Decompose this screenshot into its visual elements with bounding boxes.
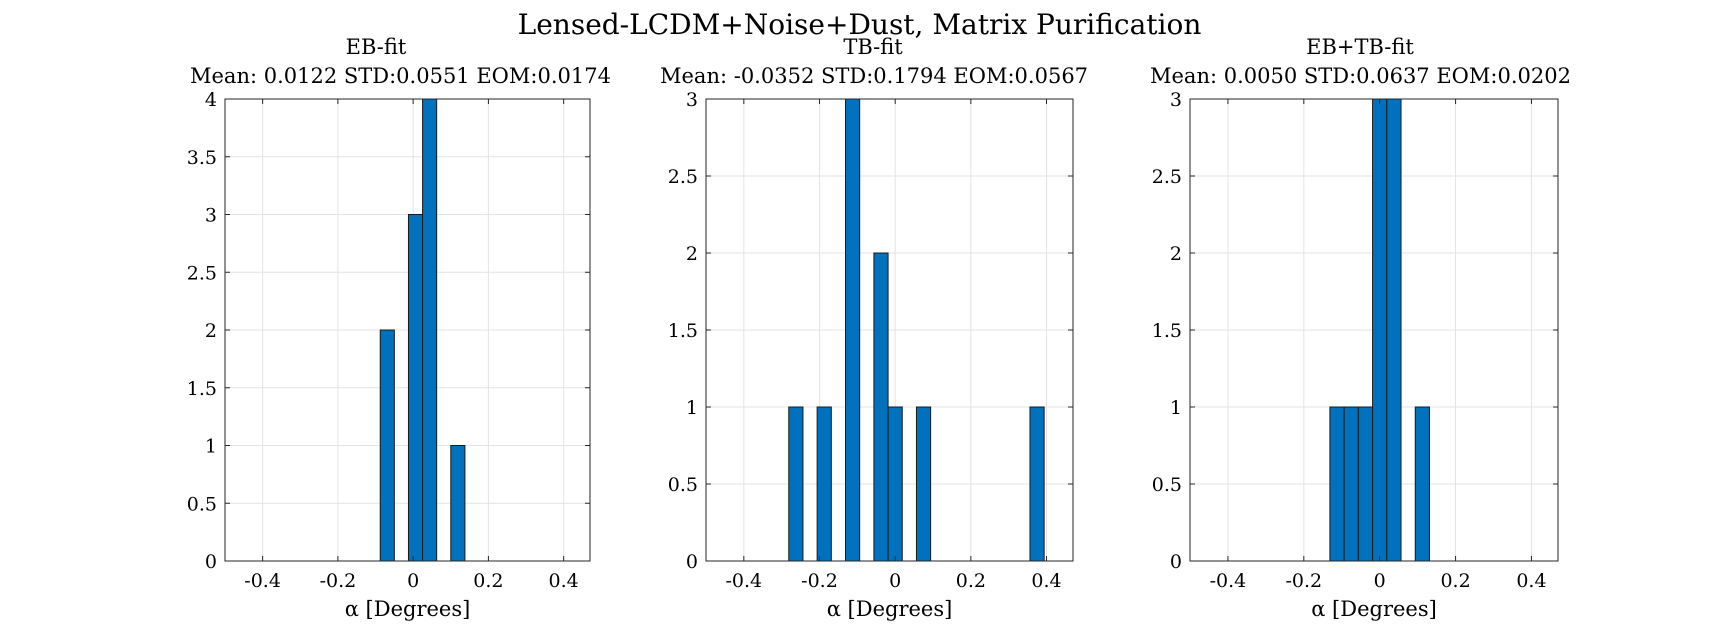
panel-3: -0.4 -0.2 0 0.2 0.4 0 0.5 1 1.5 2 2.5 3 α [Degrees] bbox=[1152, 89, 1559, 621]
figure-title: Lensed-LCDM+Noise+Dust, Matrix Purificat… bbox=[517, 8, 1202, 41]
histogram-bar bbox=[379, 329, 395, 562]
y-tick-label: 2.5 bbox=[1152, 166, 1182, 188]
x-tick-label: 0 bbox=[407, 570, 419, 592]
histogram-bar bbox=[845, 98, 861, 562]
x-tick-label: -0.2 bbox=[320, 570, 357, 592]
y-tick-label: 0.5 bbox=[668, 474, 698, 496]
y-tick-label: 2 bbox=[1170, 243, 1182, 265]
histogram-bar bbox=[788, 406, 804, 562]
x-tick-label: 0 bbox=[889, 570, 901, 592]
panel-3-stats: Mean: 0.0050 STD:0.0637 EOM:0.0202 bbox=[1150, 64, 1571, 88]
panel-1: -0.4 -0.2 0 0.2 0.4 0 0.5 1 1.5 2 2.5 3 3.5 4 α [Degre… bbox=[187, 89, 591, 621]
y-tick-label: 4 bbox=[205, 89, 217, 111]
x-tick-label: 0.4 bbox=[549, 570, 579, 592]
y-tick-label: 1 bbox=[1170, 397, 1182, 419]
panel-2-title: TB-fit bbox=[843, 35, 903, 59]
y-tick-label: 1.5 bbox=[187, 378, 217, 400]
x-tick-label: -0.4 bbox=[726, 570, 763, 592]
y-tick-label: 3 bbox=[1170, 89, 1182, 111]
y-tick-label: 1 bbox=[686, 397, 698, 419]
histogram-bar bbox=[1029, 406, 1045, 562]
y-tick-label: 3.5 bbox=[187, 147, 217, 169]
histogram-bar bbox=[407, 214, 424, 562]
panel-3-title: EB+TB-fit bbox=[1306, 35, 1414, 59]
y-tick-label: 1.5 bbox=[1152, 320, 1182, 342]
x-tick-label: 0.4 bbox=[1516, 570, 1546, 592]
x-axis-label: α [Degrees] bbox=[345, 597, 471, 621]
x-tick-label: -0.2 bbox=[1285, 570, 1322, 592]
histogram-bar bbox=[1329, 406, 1345, 562]
y-tick-label: 0.5 bbox=[1152, 474, 1182, 496]
panel-1-stats: Mean: 0.0122 STD:0.0551 EOM:0.0174 bbox=[190, 64, 611, 88]
y-tick-label: 1 bbox=[205, 436, 217, 458]
histogram-bar bbox=[450, 445, 466, 562]
y-tick-label: 0 bbox=[1170, 551, 1182, 573]
panel-1-title: EB-fit bbox=[345, 35, 407, 59]
histogram-bar bbox=[887, 406, 903, 562]
x-axis-label: α [Degrees] bbox=[1311, 597, 1437, 621]
x-tick-label: 0.4 bbox=[1031, 570, 1061, 592]
histogram-bar bbox=[1372, 98, 1388, 562]
x-tick-label: -0.2 bbox=[801, 570, 838, 592]
y-tick-label: 2 bbox=[205, 320, 217, 342]
x-tick-label: 0.2 bbox=[1440, 570, 1470, 592]
x-tick-label: -0.4 bbox=[244, 570, 281, 592]
y-tick-label: 1.5 bbox=[668, 320, 698, 342]
y-tick-label: 0 bbox=[205, 551, 217, 573]
panel-2: -0.4 -0.2 0 0.2 0.4 0 0.5 1 1.5 2 2.5 3 α [Degrees] bbox=[668, 89, 1074, 621]
histogram-bar bbox=[1414, 406, 1430, 562]
panel-1-title-block: EB-fit Mean: 0.0122 STD:0.0551 EOM:0.017… bbox=[190, 33, 611, 91]
histogram-bar bbox=[915, 406, 932, 562]
histogram-bar bbox=[1357, 406, 1374, 562]
x-tick-label: -0.4 bbox=[1210, 570, 1247, 592]
x-axis-label: α [Degrees] bbox=[827, 597, 953, 621]
y-tick-label: 2 bbox=[686, 243, 698, 265]
histogram-bar bbox=[422, 98, 438, 562]
x-tick-label: 0 bbox=[1374, 570, 1386, 592]
y-tick-label: 2.5 bbox=[668, 166, 698, 188]
histogram-bar bbox=[1386, 98, 1402, 562]
y-tick-label: 0 bbox=[686, 551, 698, 573]
panel-2-stats: Mean: -0.0352 STD:0.1794 EOM:0.0567 bbox=[660, 64, 1089, 88]
panel-2-title-block: TB-fit Mean: -0.0352 STD:0.1794 EOM:0.05… bbox=[660, 33, 1089, 91]
histogram-bar bbox=[816, 406, 832, 562]
x-tick-label: 0.2 bbox=[956, 570, 986, 592]
histogram-bar bbox=[873, 252, 889, 562]
y-tick-label: 2.5 bbox=[187, 262, 217, 284]
y-tick-label: 3 bbox=[205, 205, 217, 227]
y-tick-label: 3 bbox=[686, 89, 698, 111]
x-tick-label: 0.2 bbox=[473, 570, 503, 592]
panel-3-title-block: EB+TB-fit Mean: 0.0050 STD:0.0637 EOM:0.… bbox=[1150, 33, 1571, 91]
y-tick-label: 0.5 bbox=[187, 493, 217, 515]
histogram-bar bbox=[1343, 406, 1359, 562]
